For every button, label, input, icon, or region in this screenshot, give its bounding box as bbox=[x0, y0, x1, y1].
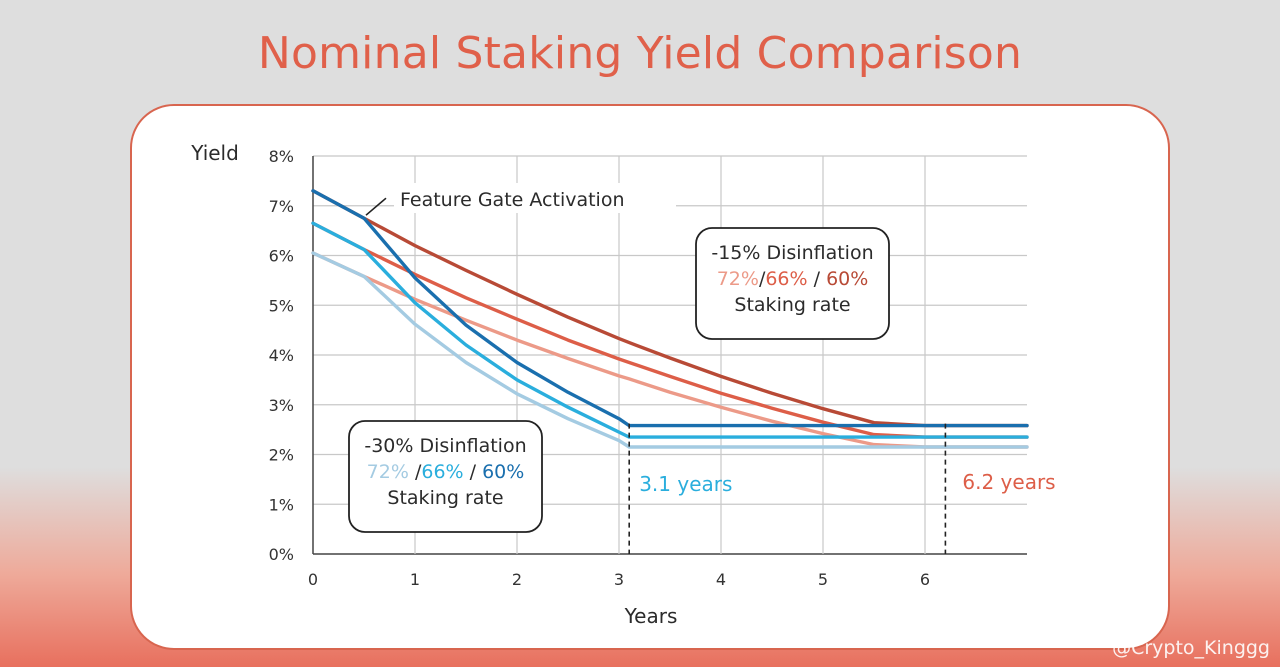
disinflation-30-box-rate-part: 60% bbox=[482, 461, 524, 483]
watermark: @Crypto_Kinggg bbox=[1112, 637, 1270, 659]
series-line-3 bbox=[311, 189, 1029, 428]
annotations: Feature Gate Activation -15% Disinflation… bbox=[348, 183, 890, 533]
x-tick-label: 4 bbox=[716, 570, 726, 589]
disinflation-30-box-rates: 72% /66% / 60% bbox=[367, 461, 525, 483]
y-tick-label: 5% bbox=[269, 296, 294, 315]
y-tick-label: 8% bbox=[269, 147, 294, 166]
disinflation-15-box-frame bbox=[695, 227, 890, 340]
disinflation-30-box-rate-part: 66% bbox=[421, 461, 463, 483]
feature-gate-pointer bbox=[365, 197, 387, 216]
disinflation-15-box-title: -15% Disinflation bbox=[711, 242, 873, 264]
y-axis-label: Yield bbox=[190, 141, 239, 165]
axes: 0% 1% 2% 3% 4% 5% 6% 7% 8% 0 1 2 3 4 5 6 Yield Years bbox=[190, 141, 930, 628]
page-title: Nominal Staking Yield Comparison bbox=[257, 28, 1023, 79]
x-tick-label: 2 bbox=[512, 570, 522, 589]
disinflation-15-box-rate-part: 60% bbox=[826, 268, 868, 290]
disinflation-30-box-rate-part: / bbox=[464, 461, 482, 483]
y-tick-label: 2% bbox=[269, 446, 294, 465]
y-tick-label: 3% bbox=[269, 396, 294, 415]
series-line-5 bbox=[311, 251, 1029, 449]
disinflation-30-box-frame bbox=[348, 420, 543, 533]
disinflation-30-box-rate-part: 72% bbox=[367, 461, 409, 483]
series-line-4 bbox=[311, 221, 1029, 439]
disinflation-15-box-rate-part: 72% bbox=[717, 268, 759, 290]
disinflation-30-box-rate-part: / bbox=[409, 461, 422, 483]
disinflation-15-box-rate-part: / bbox=[808, 268, 826, 290]
y-tick-label: 6% bbox=[269, 247, 294, 266]
feature-gate-label: Feature Gate Activation bbox=[400, 189, 625, 211]
disinflation-30-box-title: -30% Disinflation bbox=[364, 435, 526, 457]
x-tick-label: 5 bbox=[818, 570, 828, 589]
y-tick-label: 1% bbox=[269, 495, 294, 514]
series-group bbox=[311, 189, 1029, 449]
y-tick-label: 0% bbox=[269, 545, 294, 564]
disinflation-15-box-subtitle: Staking rate bbox=[734, 294, 850, 316]
y-tick-label: 7% bbox=[269, 197, 294, 216]
x-tick-label: 3 bbox=[614, 570, 624, 589]
feature-gate-label-bg bbox=[394, 183, 676, 213]
x-axis-label: Years bbox=[624, 604, 678, 628]
x-tick-label: 1 bbox=[410, 570, 420, 589]
disinflation-15-box-rates: 72%/66% / 60% bbox=[717, 268, 869, 290]
marker-label: 6.2 years bbox=[962, 470, 1055, 494]
disinflation-30-box: -30% Disinflation 72% /66% / 60% Staking r… bbox=[348, 420, 543, 533]
year-markers: 3.1 years 6.2 years bbox=[628, 423, 1056, 554]
disinflation-15-box-rate-part: 66% bbox=[765, 268, 807, 290]
x-tick-label: 0 bbox=[308, 570, 318, 589]
disinflation-30-box-subtitle: Staking rate bbox=[387, 487, 503, 509]
disinflation-15-box-rate-part: / bbox=[759, 268, 766, 290]
y-tick-label: 4% bbox=[269, 346, 294, 365]
x-tick-label: 6 bbox=[920, 570, 930, 589]
marker-label: 3.1 years bbox=[639, 472, 732, 496]
